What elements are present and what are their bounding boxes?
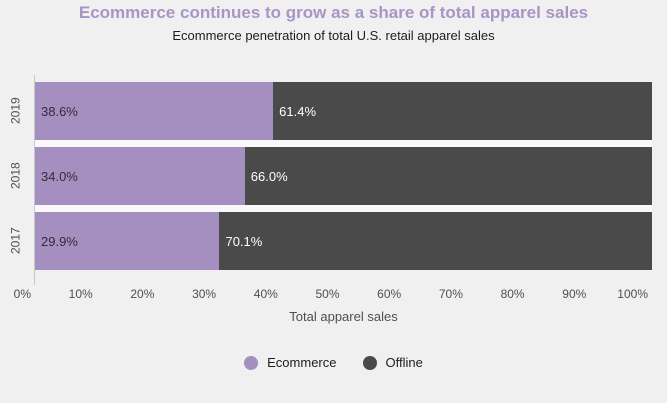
bar-rows: 2019 38.6% 61.4% 2018 34.0% 66.0% 2017 29.9% 70.… (9, 82, 652, 270)
legend-label: Ecommerce (267, 355, 337, 370)
x-axis: 0% 10% 20% 30% 40% 50% 60% 70% 80% 90% 100% (14, 287, 652, 302)
x-axis-tick-label: 100% (617, 287, 648, 301)
bar-row: 2018 34.0% 66.0% (9, 147, 652, 205)
bar-value-label: 70.1% (225, 233, 263, 249)
bar-segment-ecommerce: 38.6% (35, 82, 274, 140)
x-axis-tick-label: 10% (68, 287, 93, 301)
y-axis-label: 2018 (8, 162, 23, 190)
bar-row: 2017 29.9% 70.1% (9, 212, 652, 270)
x-axis-tick-label: 40% (253, 287, 278, 301)
chart-subtitle: Ecommerce penetration of total U.S. reta… (172, 28, 495, 43)
legend-dot-icon (362, 355, 377, 370)
legend-item-ecommerce: Ecommerce (244, 355, 337, 370)
chart-title: Ecommerce continues to grow as a share o… (78, 3, 589, 22)
legend-dot-icon (244, 355, 259, 370)
legend-label: Offline (385, 355, 423, 370)
x-axis-tick-label: 80% (500, 287, 525, 301)
legend-item-offline: Offline (362, 355, 423, 370)
x-axis-title: Total apparel sales (289, 309, 398, 324)
x-axis-tick-label: 30% (192, 287, 217, 301)
x-axis-tick-label: 70% (438, 287, 463, 301)
legend: Ecommerce Offline (0, 355, 667, 370)
y-axis-line (34, 75, 35, 285)
x-axis-tick-label: 20% (130, 287, 155, 301)
bar-row: 2019 38.6% 61.4% (9, 82, 652, 140)
x-axis-tick-label: 60% (377, 287, 402, 301)
bar-segment-offline: 70.1% (219, 212, 652, 270)
x-axis-tick-label: 50% (315, 287, 340, 301)
x-axis-tick-label: 0% (13, 287, 31, 301)
bar-segment-offline: 61.4% (273, 82, 652, 140)
bar-segment-offline: 66.0% (244, 147, 652, 205)
bar-value-label: 61.4% (279, 103, 317, 119)
x-axis-tick-label: 90% (562, 287, 587, 301)
y-axis-label: 2019 (8, 97, 23, 125)
bar-value-label: 29.9% (41, 233, 78, 249)
bar-value-label: 38.6% (41, 103, 78, 119)
bar-segment-ecommerce: 34.0% (35, 147, 245, 205)
bar-value-label: 66.0% (250, 168, 288, 184)
y-axis-label: 2017 (8, 227, 23, 255)
bar-value-label: 34.0% (41, 168, 78, 184)
bar-segment-ecommerce: 29.9% (35, 212, 220, 270)
